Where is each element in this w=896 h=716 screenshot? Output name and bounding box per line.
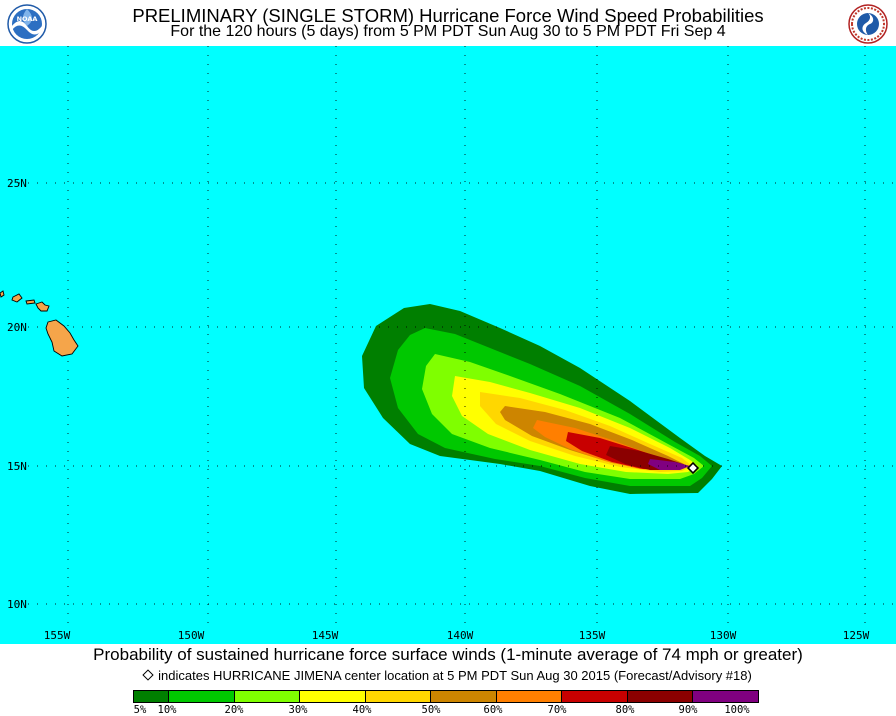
legend-label: 70% [547, 704, 567, 716]
lat-label: 10N [7, 598, 27, 611]
lat-label: 15N [7, 460, 27, 473]
color-legend [133, 690, 759, 703]
storm-center-note-text: indicates HURRICANE JIMENA center locati… [158, 668, 752, 683]
probability-map: 25N 20N 15N 10N 155W 150W 145W 140W 135W… [0, 46, 896, 644]
lon-label: 125W [843, 629, 870, 642]
nws-logo [848, 4, 888, 44]
legend-swatch [133, 690, 169, 703]
lon-label: 140W [447, 629, 474, 642]
lon-label: 145W [312, 629, 339, 642]
legend-swatch [235, 690, 300, 703]
page-subtitle: For the 120 hours (5 days) from 5 PM PDT… [170, 23, 726, 40]
legend-swatch [497, 690, 562, 703]
island-maui [35, 301, 50, 312]
page-title: PRELIMINARY (SINGLE STORM) Hurricane For… [132, 5, 764, 26]
lat-label: 25N [7, 177, 27, 190]
island-oahu [11, 293, 23, 303]
legend-swatch [366, 690, 431, 703]
legend-label: 20% [224, 704, 244, 716]
island-molokai [25, 299, 36, 305]
contour-90pct [648, 459, 690, 470]
lat-labels: 25N 20N 15N 10N [7, 177, 27, 611]
legend-label: 30% [288, 704, 308, 716]
lon-label: 130W [710, 629, 737, 642]
probability-contours [362, 304, 722, 494]
legend-swatch [431, 690, 497, 703]
legend-label: 5% [133, 704, 147, 716]
lon-label: 135W [579, 629, 606, 642]
island-niihau [0, 290, 5, 298]
diamond-icon [142, 669, 154, 681]
svg-text:NOAA: NOAA [17, 15, 38, 23]
lon-labels: 155W 150W 145W 140W 135W 130W 125W [44, 629, 870, 642]
header: NOAA PRELIMINARY (SINGLE STORM) Hurrican… [0, 0, 896, 46]
legend-label: 90% [678, 704, 698, 716]
footer: Probability of sustained hurricane force… [0, 644, 896, 716]
hawaiian-islands [0, 290, 79, 357]
noaa-logo: NOAA [7, 4, 47, 44]
legend-swatch [562, 690, 628, 703]
legend-label: 100% [724, 704, 750, 716]
legend-label: 50% [421, 704, 441, 716]
storm-center-note: indicates HURRICANE JIMENA center locati… [0, 668, 896, 684]
legend-label: 80% [615, 704, 635, 716]
legend-label: 60% [483, 704, 503, 716]
legend-label: 10% [157, 704, 177, 716]
legend-swatch [169, 690, 235, 703]
legend-swatch [628, 690, 693, 703]
map-caption: Probability of sustained hurricane force… [93, 645, 803, 664]
legend-label: 40% [352, 704, 372, 716]
lon-label: 155W [44, 629, 71, 642]
legend-swatch [300, 690, 366, 703]
graticule [10, 46, 896, 626]
lon-label: 150W [178, 629, 205, 642]
legend-swatch [693, 690, 759, 703]
storm-center-marker [686, 461, 700, 475]
island-hawaii [45, 319, 79, 357]
lat-label: 20N [7, 321, 27, 334]
